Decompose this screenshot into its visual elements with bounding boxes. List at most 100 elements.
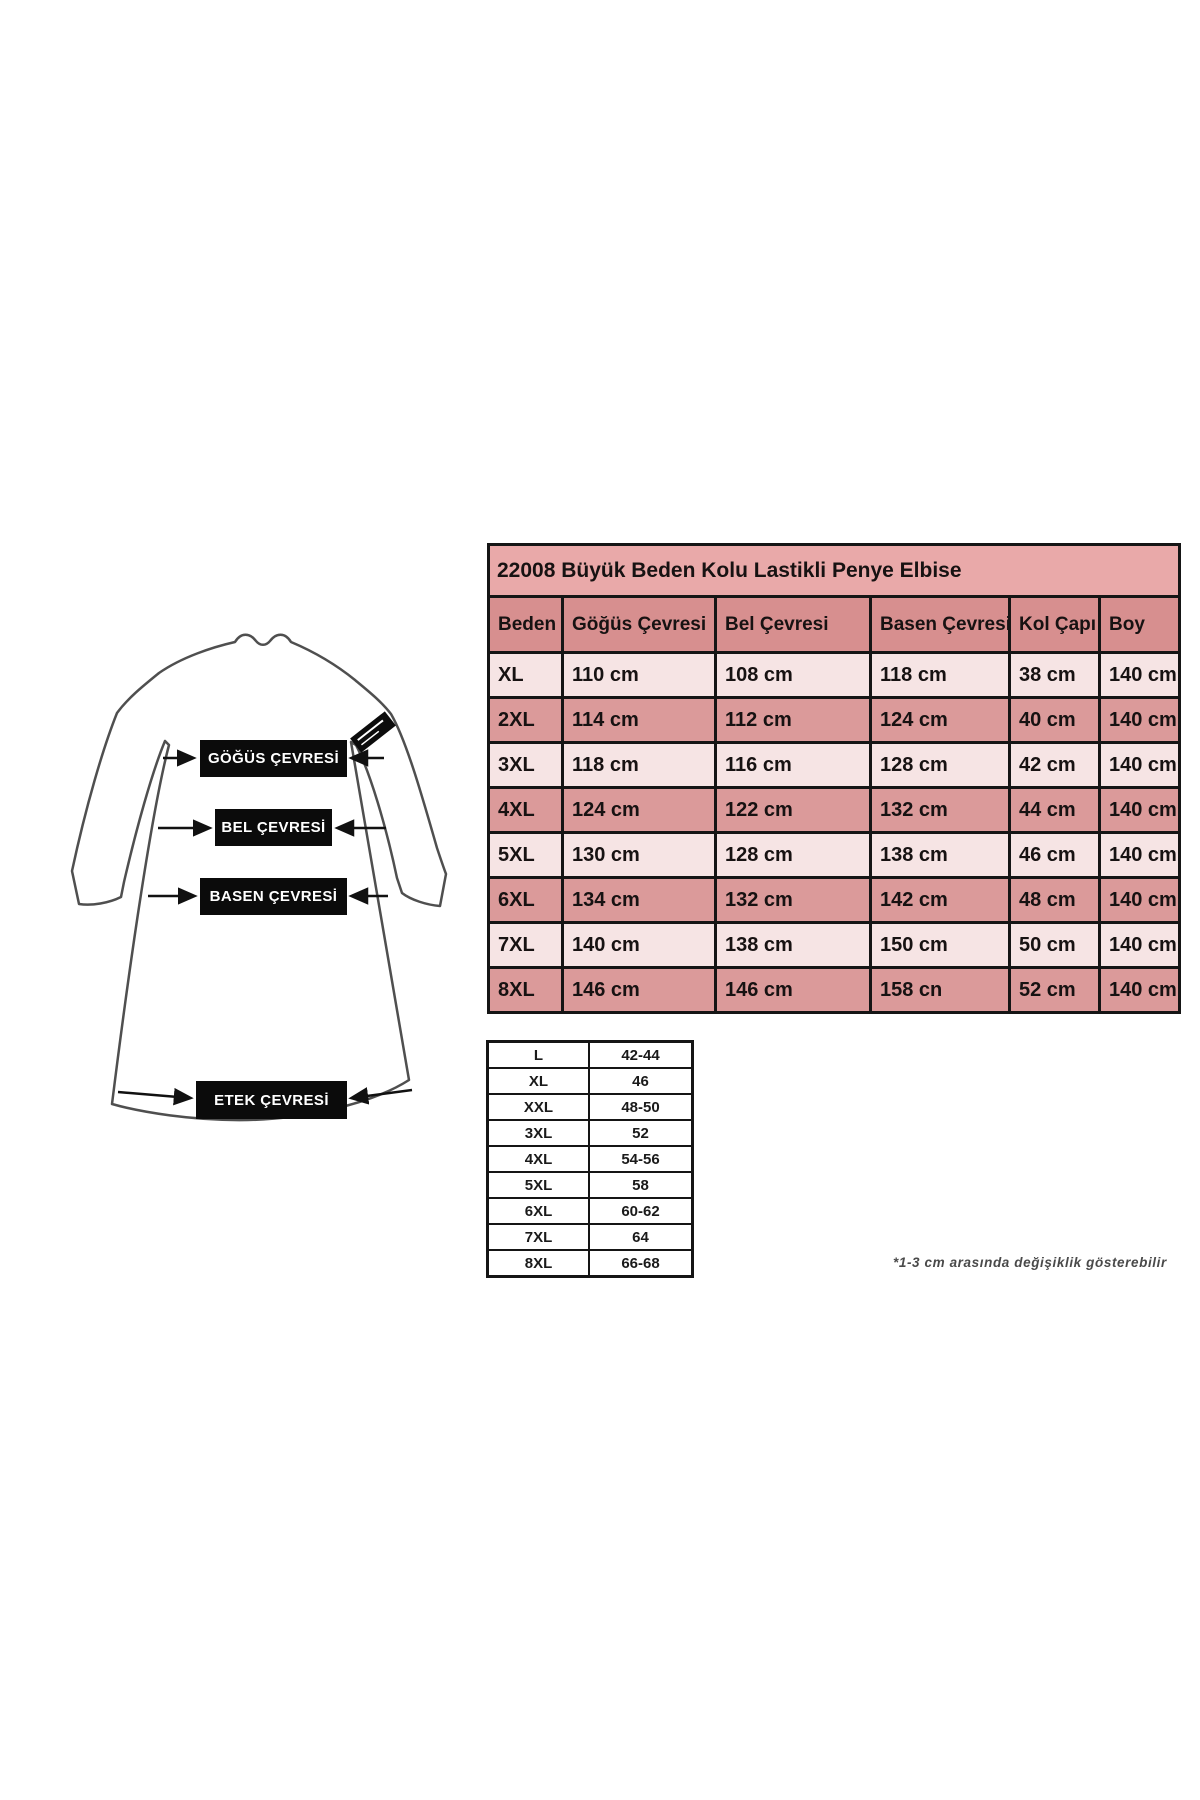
size-row-5XL: 5XL 130 cm 128 cm 138 cm 46 cm 140 cm [487, 831, 1182, 879]
conversion-row-L: L 42-44 [486, 1040, 694, 1069]
size-label-cell: 5XL [486, 1171, 590, 1199]
size-name-cell: 6XL [487, 876, 564, 924]
measurement-cell: 50 cm [1008, 921, 1101, 969]
size-row-3XL: 3XL 118 cm 116 cm 128 cm 42 cm 140 cm [487, 741, 1182, 789]
measurement-cell: 150 cm [869, 921, 1011, 969]
conversion-row-XL: XL 46 [486, 1067, 694, 1095]
measurement-cell: 40 cm [1008, 696, 1101, 744]
hem-measure-label: ETEK ÇEVRESİ [196, 1081, 347, 1119]
measurement-cell: 140 cm [1097, 876, 1182, 924]
conversion-row-XXL: XXL 48-50 [486, 1093, 694, 1121]
eu-size-cell: 46 [588, 1067, 694, 1095]
brand-tag-icon [350, 711, 396, 753]
measurement-cell: 146 cm [714, 966, 872, 1014]
conversion-row-5XL: 5XL 58 [486, 1171, 694, 1199]
size-table-body: XL 110 cm 108 cm 118 cm 38 cm 140 cm 2XL 114 cm… [487, 651, 1182, 1014]
eu-size-cell: 58 [588, 1171, 694, 1199]
conversion-row-7XL: 7XL 64 [486, 1223, 694, 1251]
size-table-header-row: Beden Göğüs Çevresi Bel Çevresi Basen Çevre… [487, 595, 1182, 654]
conversion-row-6XL: 6XL 60-62 [486, 1197, 694, 1225]
conversion-row-4XL: 4XL 54-56 [486, 1145, 694, 1173]
measurement-cell: 124 cm [869, 696, 1011, 744]
column-header: Boy [1097, 595, 1182, 654]
size-name-cell: XL [487, 651, 564, 699]
column-header: Beden [487, 595, 564, 654]
size-row-8XL: 8XL 146 cm 146 cm 158 cn 52 cm 140 cm [487, 966, 1182, 1014]
measurement-cell: 122 cm [714, 786, 872, 834]
measurement-cell: 130 cm [561, 831, 717, 879]
measurement-cell: 140 cm [1097, 966, 1182, 1014]
eu-size-cell: 66-68 [588, 1249, 694, 1278]
conversion-row-8XL: 8XL 66-68 [486, 1249, 694, 1278]
measurement-cell: 132 cm [714, 876, 872, 924]
measurement-cell: 118 cm [869, 651, 1011, 699]
size-row-7XL: 7XL 140 cm 138 cm 150 cm 50 cm 140 cm [487, 921, 1182, 969]
size-name-cell: 3XL [487, 741, 564, 789]
measurement-cell: 108 cm [714, 651, 872, 699]
measurement-cell: 158 cn [869, 966, 1011, 1014]
hip-measure-label: BASEN ÇEVRESİ [200, 878, 347, 915]
size-name-cell: 8XL [487, 966, 564, 1014]
eu-size-cell: 42-44 [588, 1040, 694, 1069]
column-header: Bel Çevresi [714, 595, 872, 654]
size-name-cell: 2XL [487, 696, 564, 744]
size-label-cell: L [486, 1040, 590, 1069]
size-name-cell: 4XL [487, 786, 564, 834]
measurement-cell: 46 cm [1008, 831, 1101, 879]
measurement-cell: 44 cm [1008, 786, 1101, 834]
size-label-cell: XL [486, 1067, 590, 1095]
measurement-cell: 138 cm [714, 921, 872, 969]
measurement-arrows [117, 749, 413, 1106]
size-name-cell: 5XL [487, 831, 564, 879]
size-label-cell: 4XL [486, 1145, 590, 1173]
size-label-cell: 6XL [486, 1197, 590, 1225]
size-label-cell: XXL [486, 1093, 590, 1121]
size-label-cell: 3XL [486, 1119, 590, 1147]
conversion-table-body: L 42-44 XL 46 XXL 48-50 3XL 52 4XL 54-56 5XL 58 6XL 6… [486, 1040, 694, 1278]
column-header: Basen Çevresi [869, 595, 1011, 654]
size-table: 22008 Büyük Beden Kolu Lastikli Penye El… [486, 543, 1182, 1014]
chest-measure-label: GÖĞÜS ÇEVRESİ [200, 740, 347, 777]
measurement-cell: 146 cm [561, 966, 717, 1014]
hem-arrow-left [117, 1087, 194, 1106]
measurement-cell: 140 cm [561, 921, 717, 969]
measurement-cell: 140 cm [1097, 741, 1182, 789]
measurement-cell: 114 cm [561, 696, 717, 744]
size-row-2XL: 2XL 114 cm 112 cm 124 cm 40 cm 140 cm [487, 696, 1182, 744]
footnote: *1-3 cm arasında değişiklik gösterebilir [893, 1255, 1167, 1270]
measurement-cell: 52 cm [1008, 966, 1101, 1014]
measurement-cell: 116 cm [714, 741, 872, 789]
measurement-cell: 132 cm [869, 786, 1011, 834]
hem-arrow-right [348, 1087, 413, 1105]
measurement-cell: 38 cm [1008, 651, 1101, 699]
eu-size-cell: 60-62 [588, 1197, 694, 1225]
measurement-cell: 140 cm [1097, 831, 1182, 879]
size-row-6XL: 6XL 134 cm 132 cm 142 cm 48 cm 140 cm [487, 876, 1182, 924]
measurement-cell: 118 cm [561, 741, 717, 789]
size-name-cell: 7XL [487, 921, 564, 969]
measurement-cell: 140 cm [1097, 786, 1182, 834]
waist-measure-label: BEL ÇEVRESİ [215, 809, 332, 846]
eu-size-cell: 48-50 [588, 1093, 694, 1121]
size-table-title-row: 22008 Büyük Beden Kolu Lastikli Penye El… [486, 543, 1182, 598]
measurement-cell: 42 cm [1008, 741, 1101, 789]
measurement-cell: 140 cm [1097, 651, 1182, 699]
column-header: Göğüs Çevresi [561, 595, 717, 654]
size-table-title: 22008 Büyük Beden Kolu Lastikli Penye El… [486, 543, 1182, 598]
measurement-cell: 128 cm [869, 741, 1011, 789]
measurement-cell: 140 cm [1097, 921, 1182, 969]
measurement-cell: 140 cm [1097, 696, 1182, 744]
eu-size-cell: 64 [588, 1223, 694, 1251]
measurement-cell: 110 cm [561, 651, 717, 699]
conversion-table: L 42-44 XL 46 XXL 48-50 3XL 52 4XL 54-56 5XL 58 6XL 6… [486, 1040, 694, 1278]
size-label-cell: 8XL [486, 1249, 590, 1278]
eu-size-cell: 52 [588, 1119, 694, 1147]
measurement-cell: 112 cm [714, 696, 872, 744]
eu-size-cell: 54-56 [588, 1145, 694, 1173]
measurement-cell: 134 cm [561, 876, 717, 924]
measurement-cell: 128 cm [714, 831, 872, 879]
conversion-row-3XL: 3XL 52 [486, 1119, 694, 1147]
measurement-cell: 142 cm [869, 876, 1011, 924]
